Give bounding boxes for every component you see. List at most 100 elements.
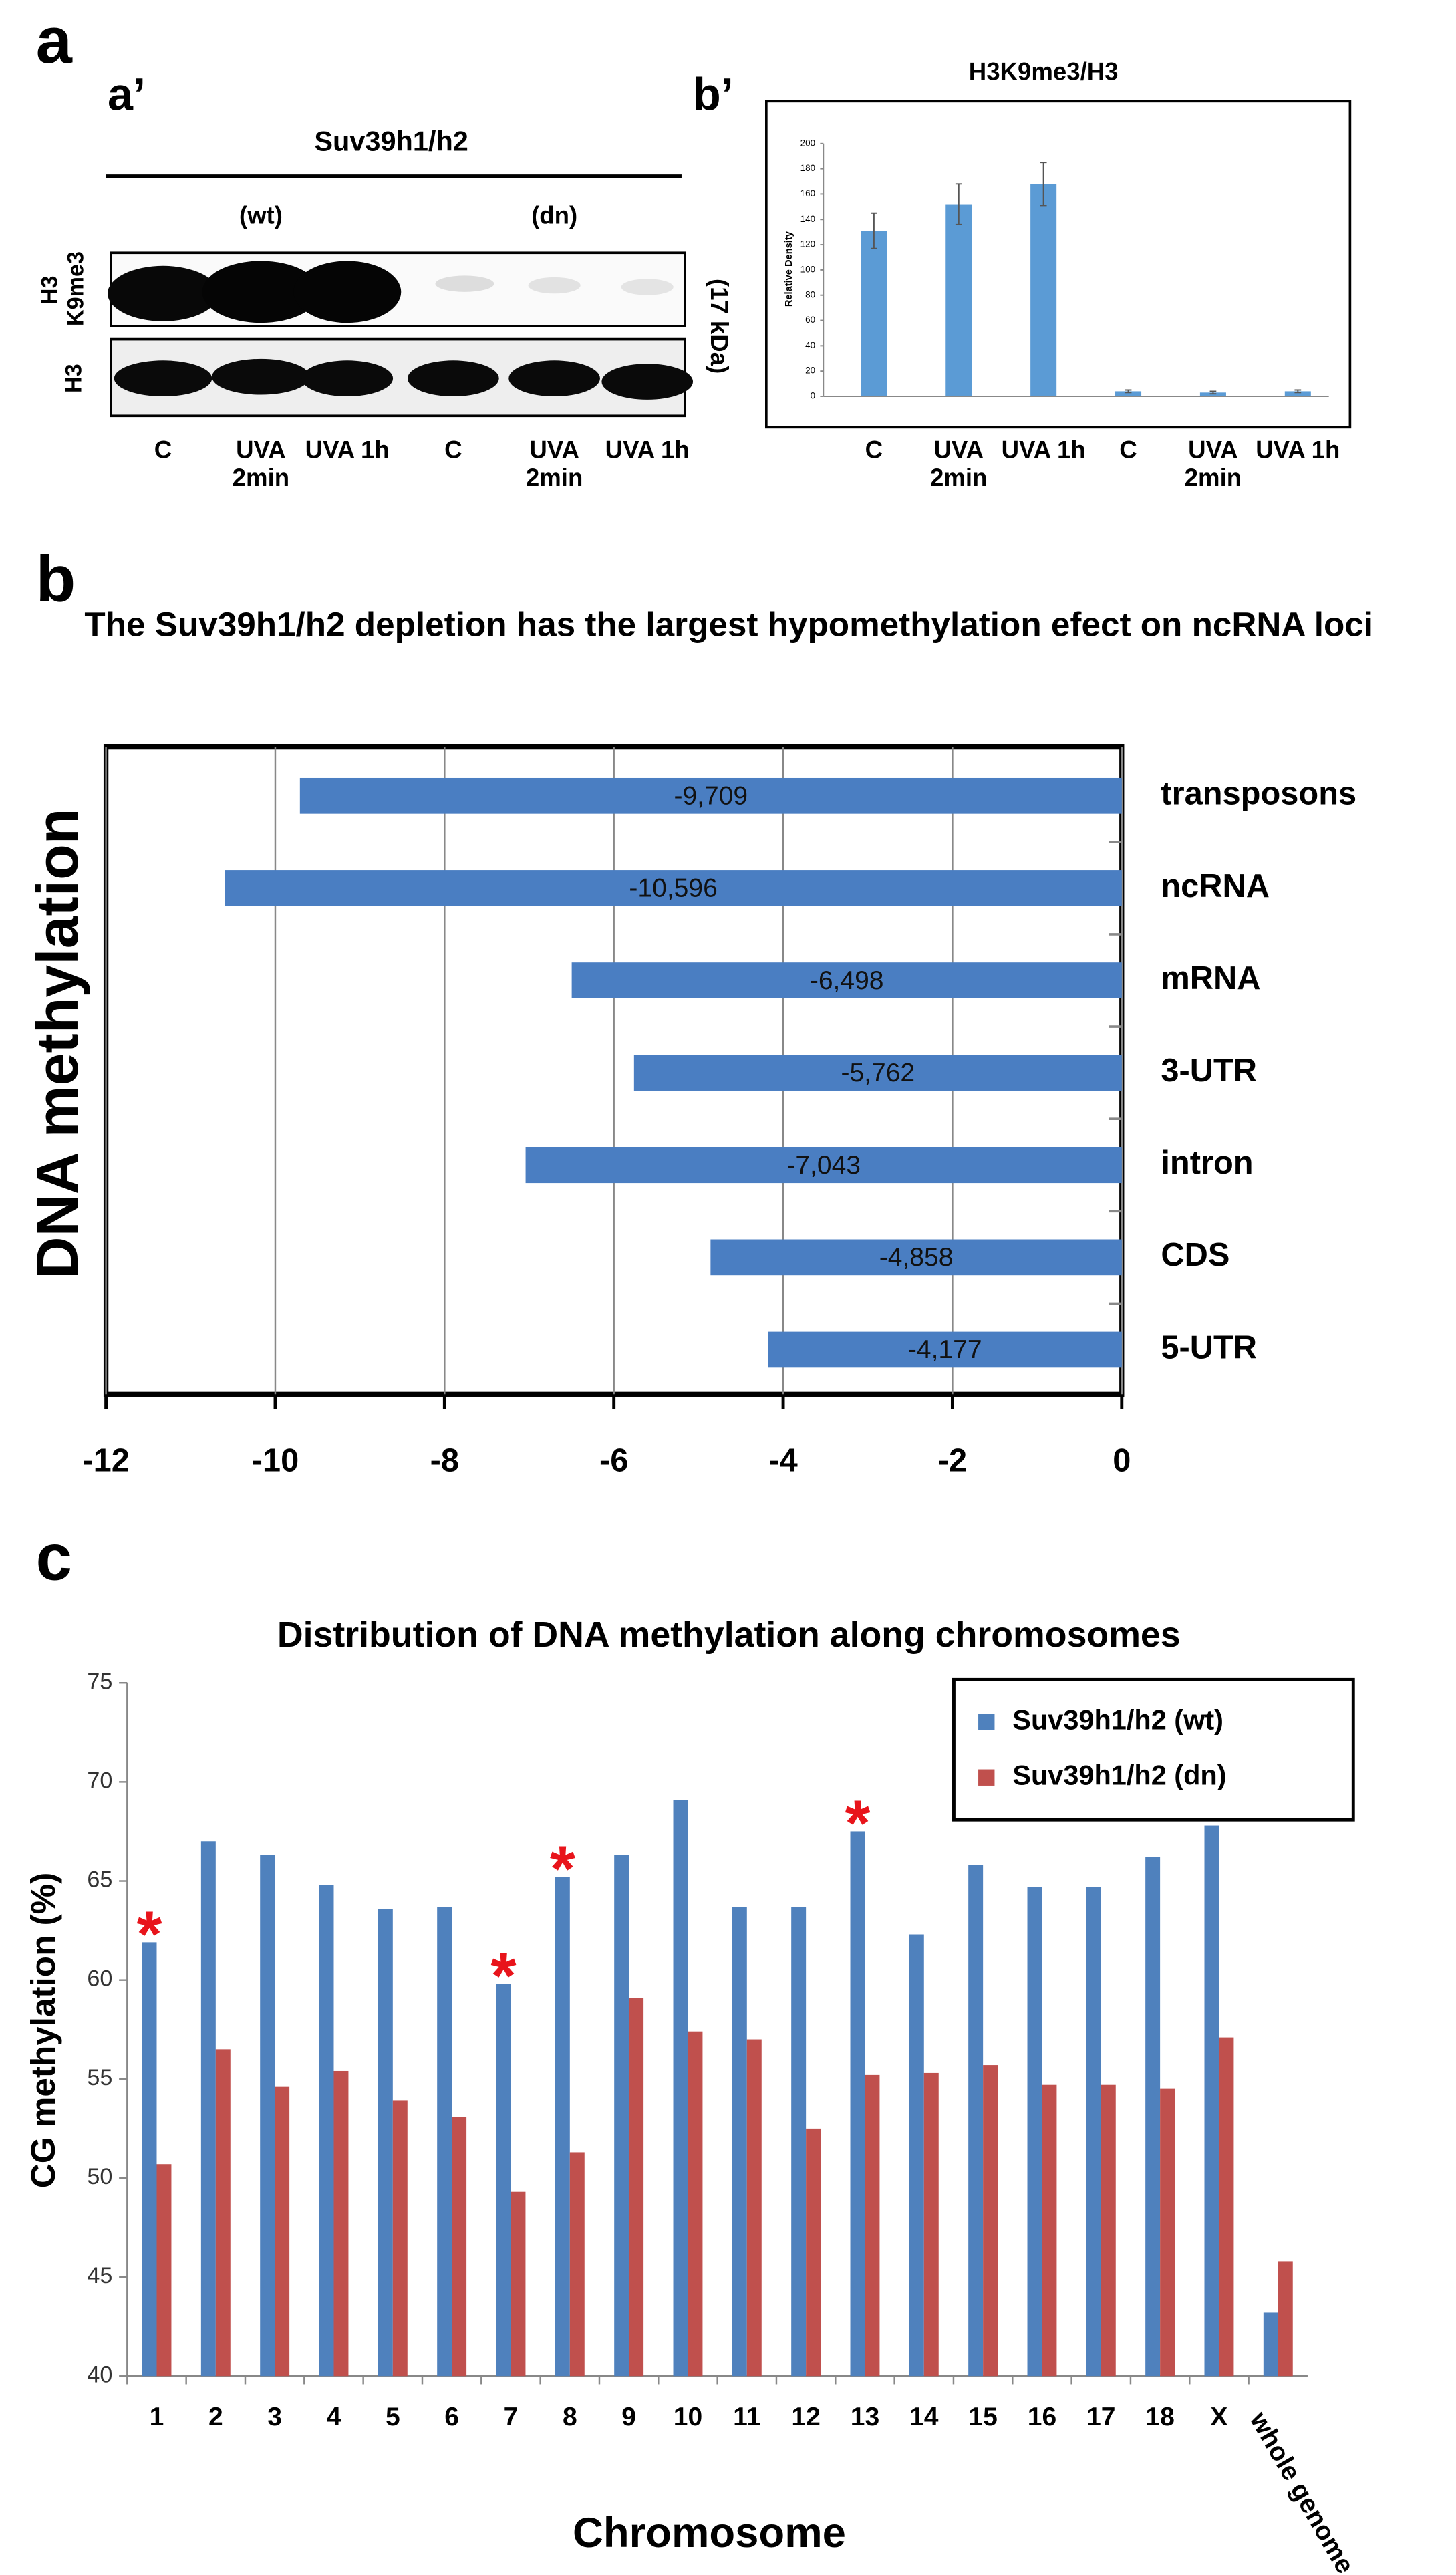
bar (1030, 184, 1057, 396)
x-tick-label: 6 (444, 2403, 459, 2431)
legend-label: Suv39h1/h2 (dn) (1012, 1760, 1226, 1791)
x-tick-label: UVA 1h (1001, 436, 1086, 465)
bar (1204, 1825, 1219, 2377)
value-label: -9,709 (674, 782, 748, 811)
band (108, 265, 219, 321)
lane-label-box: UVA 2min (526, 437, 583, 493)
y-tick-label: 65 (87, 1867, 112, 1893)
bar (1160, 2088, 1175, 2377)
y-axis-label: DNA methylation (24, 809, 90, 1279)
legend-swatch (978, 1769, 995, 1786)
x-tick-label: 12 (791, 2403, 820, 2431)
x-tick-label-box: UVA 2min (1185, 437, 1242, 493)
x-tick-label: whole genome (1244, 2407, 1359, 2575)
x-tick-label: 8 (563, 2403, 577, 2431)
panel-label: b’ (693, 70, 734, 120)
x-tick-label: 11 (733, 2403, 760, 2431)
bar (452, 2117, 467, 2377)
y-tick-label: 45 (87, 2263, 112, 2288)
x-tick-label: 13 (851, 2403, 879, 2431)
panel-label: b (36, 542, 76, 615)
x-tick-label: 16 (1028, 2403, 1056, 2431)
y-tick-label: 140 (800, 214, 815, 224)
y-tick-label: 70 (87, 1768, 112, 1793)
bar (496, 1984, 511, 2377)
panel-label: c (36, 1520, 72, 1593)
x-tick-label: 18 (1145, 2403, 1174, 2431)
legend-label: Suv39h1/h2 (wt) (1012, 1704, 1223, 1736)
x-tick-label: -10 (252, 1443, 299, 1479)
y-axis-label: Relative Density (784, 231, 794, 307)
bar (732, 1907, 747, 2377)
bar (865, 2074, 880, 2377)
x-tick-label: C (865, 436, 883, 465)
x-tick-label: X (1210, 2403, 1227, 2431)
band (408, 360, 499, 396)
lane-label-box: UVA 1h (305, 436, 390, 465)
band (212, 358, 310, 395)
x-tick-label: 14 (909, 2403, 939, 2431)
bar (319, 1885, 334, 2377)
bar (1145, 1857, 1161, 2377)
x-tick-label: 15 (968, 2403, 997, 2431)
x-tick-label: UVA 2min (930, 436, 988, 493)
error-bar (1294, 389, 1302, 394)
bar (629, 1998, 644, 2377)
value-label: -5,762 (841, 1059, 915, 1087)
y-tick-label: 40 (87, 2362, 112, 2387)
annotation: * (550, 1832, 575, 1905)
bar (333, 2070, 349, 2377)
x-tick-label: 10 (674, 2403, 702, 2431)
x-tick-label-box: UVA 1h (1256, 437, 1340, 464)
lane-label: UVA 1h (305, 436, 390, 465)
annotation: * (137, 1897, 162, 1970)
lane-label-box: UVA 2min (232, 436, 290, 493)
x-tick-label: -6 (599, 1443, 628, 1479)
x-tick-label: 17 (1086, 2403, 1115, 2431)
x-tick-label: 7 (504, 2403, 519, 2431)
y-tick-label: 100 (800, 264, 815, 274)
bar (569, 2152, 585, 2377)
bar (688, 2031, 703, 2377)
y-tick-label: 75 (87, 1669, 112, 1694)
x-tick-label: 9 (621, 2403, 636, 2431)
bar (260, 1855, 275, 2377)
x-tick-label: 3 (267, 2403, 282, 2431)
band (621, 279, 674, 295)
band (508, 360, 600, 396)
error-bar (1125, 389, 1132, 394)
error-bar (1040, 162, 1047, 207)
bar (275, 2086, 290, 2377)
x-tick-label-box: C (865, 436, 883, 465)
row-label: H3 K9me3 (35, 251, 88, 327)
error-bar (955, 183, 962, 225)
bar (142, 1942, 157, 2377)
bar (225, 870, 1122, 906)
x-tick-label: 5 (386, 2403, 400, 2431)
x-tick-label: C (1119, 436, 1137, 465)
bar (945, 204, 972, 396)
row-label: H3 (61, 364, 86, 393)
bar (768, 1331, 1122, 1368)
y-tick-label: 5-UTR (1161, 1329, 1257, 1365)
blot-h3 (110, 337, 694, 418)
y-tick-label: 40 (805, 340, 815, 350)
x-tick-label: -8 (430, 1443, 459, 1479)
bar (555, 1877, 570, 2377)
bar (437, 1907, 452, 2377)
bar (968, 1865, 984, 2377)
lane-label: UVA 2min (232, 436, 290, 493)
bar (525, 1147, 1122, 1184)
annotation: * (845, 1786, 870, 1859)
lane-label: C (154, 436, 172, 465)
y-tick-label: CDS (1161, 1237, 1229, 1273)
panel-label: a’ (108, 70, 146, 120)
bar (1263, 2312, 1278, 2377)
band (293, 261, 402, 323)
bar (378, 1909, 393, 2377)
y-tick-label: 3-UTR (1161, 1053, 1257, 1089)
chart-title: H3K9me3/H3 (969, 58, 1119, 86)
blot-size: (17 kDa) (706, 279, 733, 374)
lane-label: C (444, 436, 462, 465)
